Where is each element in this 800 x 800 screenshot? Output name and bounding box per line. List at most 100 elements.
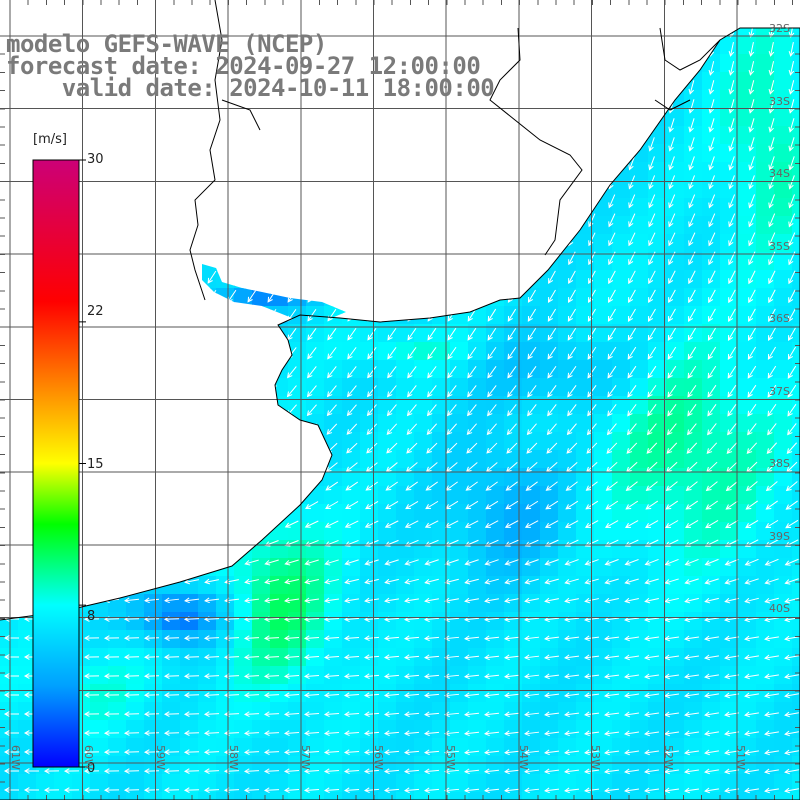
wind-arrow <box>628 194 636 209</box>
wind-arrow <box>746 442 758 454</box>
wind-speed-cell <box>360 720 379 739</box>
wind-speed-cell <box>648 612 667 631</box>
wind-arrow <box>684 654 699 661</box>
wind-speed-cell <box>594 576 613 595</box>
wind-speed-cell <box>702 612 721 631</box>
wind-arrow <box>547 289 556 303</box>
lon-label: 51W <box>734 745 747 770</box>
wind-speed-cell <box>774 72 793 91</box>
wind-speed-cell <box>486 576 505 595</box>
wind-arrow <box>203 635 220 641</box>
wind-arrow <box>324 578 339 585</box>
wind-speed-cell <box>720 540 739 559</box>
wind-arrow <box>744 692 759 699</box>
wind-speed-cell <box>630 594 649 613</box>
wind-arrow <box>764 673 779 680</box>
wind-arrow <box>484 654 500 661</box>
wind-speed-cell <box>540 558 559 577</box>
wind-speed-cell <box>684 540 703 559</box>
wind-speed-cell <box>504 486 523 505</box>
wind-arrow <box>604 635 620 642</box>
wind-arrow <box>244 597 260 604</box>
wind-arrow <box>466 442 478 454</box>
wind-speed-cell <box>792 504 800 523</box>
wind-arrow <box>444 578 459 585</box>
wind-speed-cell <box>774 666 793 685</box>
wind-speed-cell <box>450 594 469 613</box>
wind-arrow <box>464 578 479 585</box>
wind-speed-cell <box>648 216 667 235</box>
wind-speed-cell <box>774 414 793 433</box>
wind-arrow <box>704 654 719 661</box>
wind-speed-cell <box>522 666 541 685</box>
wind-speed-cell <box>306 774 325 793</box>
wind-arrow <box>524 559 539 566</box>
wind-arrow <box>306 385 317 398</box>
wind-arrow <box>463 654 480 661</box>
wind-speed-cell <box>342 738 361 757</box>
wind-speed-cell <box>720 162 739 181</box>
wind-speed-cell <box>738 792 757 800</box>
wind-arrow <box>564 635 580 642</box>
wind-arrow <box>708 156 715 171</box>
wind-arrow <box>304 597 319 604</box>
wind-arrow <box>444 559 459 566</box>
wind-arrow <box>403 654 420 661</box>
wind-speed-cell <box>666 522 685 541</box>
wind-arrow <box>627 327 637 341</box>
wind-arrow <box>183 635 200 641</box>
wind-speed-cell <box>378 396 397 415</box>
wind-speed-cell <box>630 720 649 739</box>
wind-speed-cell <box>126 792 145 800</box>
wind-arrow <box>343 711 360 718</box>
wind-speed-cell <box>738 108 757 127</box>
wind-arrow <box>684 673 699 680</box>
wind-arrow <box>704 597 719 604</box>
wind-arrow <box>628 232 636 247</box>
wind-speed-cell <box>612 504 631 523</box>
wind-speed-cell <box>324 630 343 649</box>
wind-speed-cell <box>792 576 800 595</box>
wind-speed-cell <box>396 576 415 595</box>
wind-speed-cell <box>720 774 739 793</box>
wind-arrow <box>688 213 696 228</box>
wind-arrow <box>364 597 379 604</box>
wind-arrow <box>326 423 338 435</box>
wind-arrow <box>303 692 320 699</box>
wind-speed-cell <box>612 180 631 199</box>
wind-speed-cell <box>684 108 703 127</box>
wind-arrow <box>787 403 797 417</box>
wind-speed-cell <box>288 648 307 667</box>
wind-arrow <box>604 559 619 566</box>
wind-speed-cell <box>720 684 739 703</box>
wind-arrow <box>647 384 657 398</box>
wind-speed-cell <box>612 684 631 703</box>
wind-arrow <box>704 673 719 680</box>
wind-speed-cell <box>414 576 433 595</box>
wind-speed-cell <box>522 432 541 451</box>
wind-speed-cell <box>378 594 397 613</box>
wind-speed-cell <box>630 666 649 685</box>
wind-speed-cell <box>486 342 505 361</box>
wind-speed-cell <box>594 450 613 469</box>
wind-speed-cell <box>666 468 685 487</box>
wind-speed-cell <box>774 28 793 37</box>
wind-arrow <box>668 289 676 304</box>
wind-arrow <box>3 654 20 660</box>
wind-arrow <box>788 137 795 152</box>
wind-speed-cell <box>234 594 253 613</box>
wind-arrow <box>184 578 199 585</box>
wind-speed-cell <box>522 342 541 361</box>
wind-speed-cell <box>630 396 649 415</box>
wind-speed-cell <box>576 450 595 469</box>
wind-speed-cell <box>774 162 793 181</box>
wind-arrow <box>624 673 640 680</box>
wind-speed-cell <box>558 792 577 800</box>
wind-speed-cell <box>792 522 800 541</box>
wind-speed-cell <box>648 648 667 667</box>
wind-speed-cell <box>270 630 289 649</box>
wind-arrow <box>708 61 715 76</box>
wind-speed-cell <box>792 540 800 559</box>
wind-arrow <box>344 559 359 566</box>
wind-speed-cell <box>558 486 577 505</box>
